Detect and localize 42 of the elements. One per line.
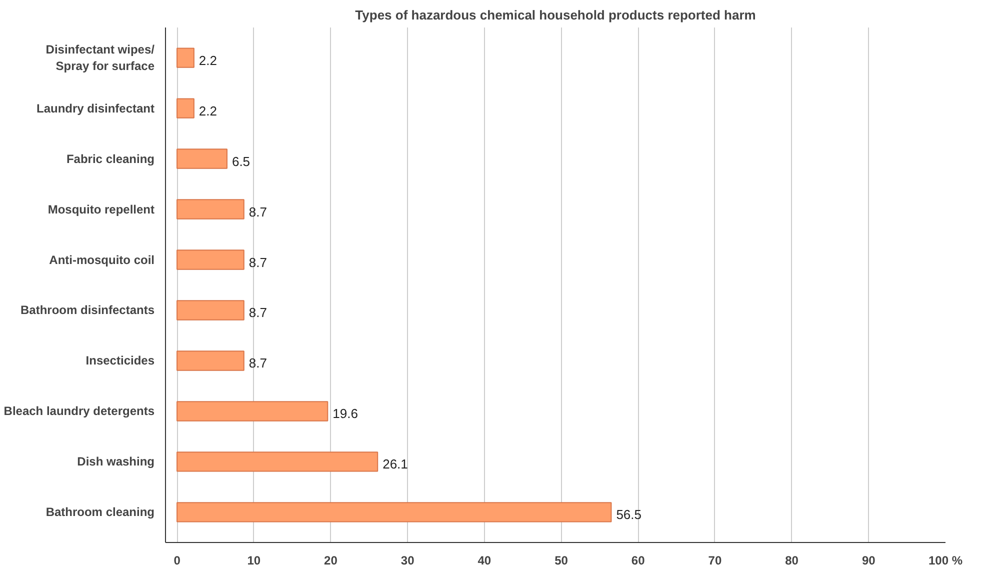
x-tick-label: 20 bbox=[324, 554, 338, 568]
bar bbox=[176, 98, 194, 118]
data-label: 8.7 bbox=[248, 356, 267, 371]
chart-title: Types of hazardous chemical household products reported harm bbox=[355, 8, 756, 22]
bar bbox=[176, 452, 378, 472]
x-tick-label: 0 bbox=[174, 554, 181, 568]
x-tick-label: 100 % bbox=[928, 554, 963, 568]
x-tick-label: 10 bbox=[247, 554, 261, 568]
x-tick-label: 40 bbox=[478, 554, 492, 568]
data-label: 2.2 bbox=[198, 103, 218, 118]
data-label: 2.2 bbox=[198, 52, 218, 68]
data-label: 8.7 bbox=[248, 254, 267, 270]
data-label: 8.7 bbox=[248, 204, 267, 220]
bar bbox=[176, 250, 244, 270]
x-tick-label: 90 bbox=[862, 554, 876, 568]
data-label: 56.5 bbox=[616, 507, 642, 522]
x-tick-label: 50 bbox=[554, 554, 568, 568]
y-tick-label: Bathroom cleaning bbox=[46, 505, 155, 520]
y-tick-label: Disinfectant wipes/ Spray for surface bbox=[46, 42, 156, 74]
y-tick-label: Laundry disinfectant bbox=[36, 101, 155, 116]
bar bbox=[176, 350, 244, 371]
data-label: 8.7 bbox=[248, 305, 267, 320]
bar bbox=[176, 199, 244, 220]
x-tick-label: 60 bbox=[631, 554, 646, 568]
data-label: 19.6 bbox=[332, 406, 358, 422]
y-tick-label: Bathroom disinfectants bbox=[20, 303, 155, 318]
x-tick-label: 30 bbox=[400, 554, 415, 568]
bar bbox=[176, 300, 244, 320]
y-tick-label: Bleach laundry detergents bbox=[4, 404, 155, 418]
bar bbox=[176, 502, 612, 522]
y-tick-label: Mosquito repellent bbox=[48, 202, 155, 216]
data-label: 6.5 bbox=[232, 154, 250, 169]
x-tick-label: 80 bbox=[785, 554, 799, 568]
y-tick-label: Insecticides bbox=[86, 354, 155, 368]
y-tick-label: Anti-mosquito coil bbox=[49, 252, 155, 267]
bar bbox=[176, 148, 228, 169]
bar bbox=[176, 401, 328, 422]
x-tick-label: 70 bbox=[708, 554, 722, 568]
y-tick-label: Fabric cleaning bbox=[66, 152, 155, 166]
y-tick-label: Dish washing bbox=[77, 454, 154, 469]
bar bbox=[176, 48, 194, 68]
data-label: 26.1 bbox=[382, 456, 408, 472]
